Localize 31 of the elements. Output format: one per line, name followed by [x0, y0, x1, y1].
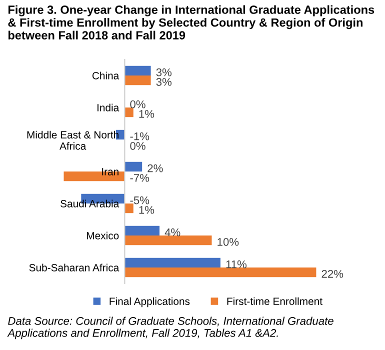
- bar: [124, 226, 160, 236]
- data-label: 3%: [156, 78, 172, 86]
- y-tick-label: India: [98, 104, 120, 112]
- data-label: 1%: [139, 110, 154, 118]
- bar: [124, 258, 220, 268]
- bar: [124, 162, 142, 172]
- data-label: 4%: [164, 228, 180, 236]
- source-note: Data Source: Council of Graduate Schools, International Graduate Applications and Enrollment, Fall 2019, Tables A1 &A2.: [7, 316, 334, 340]
- data-label: 2%: [148, 164, 163, 172]
- bar: [124, 66, 151, 76]
- data-label: 3%: [156, 68, 172, 76]
- chart-title: Figure 3. One-year Change in International Graduate Applications & First-time Enrollment by Selected Country & Region of Origin between Fall 2018 and Fall 2019: [8, 5, 374, 40]
- bar: [124, 204, 134, 214]
- data-label: 11%: [226, 260, 247, 268]
- legend-label: First-time Enrollment: [227, 297, 322, 306]
- data-label: 0%: [130, 142, 146, 150]
- data-label: 0%: [130, 100, 146, 108]
- data-label: -1%: [130, 132, 150, 140]
- data-label: 1%: [139, 206, 154, 214]
- bar: [124, 76, 151, 86]
- bar: [124, 236, 212, 246]
- data-label: -5%: [130, 196, 150, 204]
- legend-label: Final Applications: [110, 297, 190, 308]
- bar: [124, 268, 316, 278]
- bar: [124, 108, 134, 118]
- y-tick-label: Mexico: [86, 232, 119, 240]
- data-label: -7%: [130, 174, 150, 182]
- data-label: 10%: [218, 238, 239, 246]
- data-label: 22%: [322, 270, 344, 278]
- y-tick-label: Sub-Saharan Africa: [29, 264, 120, 272]
- y-tick-label: China: [92, 72, 120, 80]
